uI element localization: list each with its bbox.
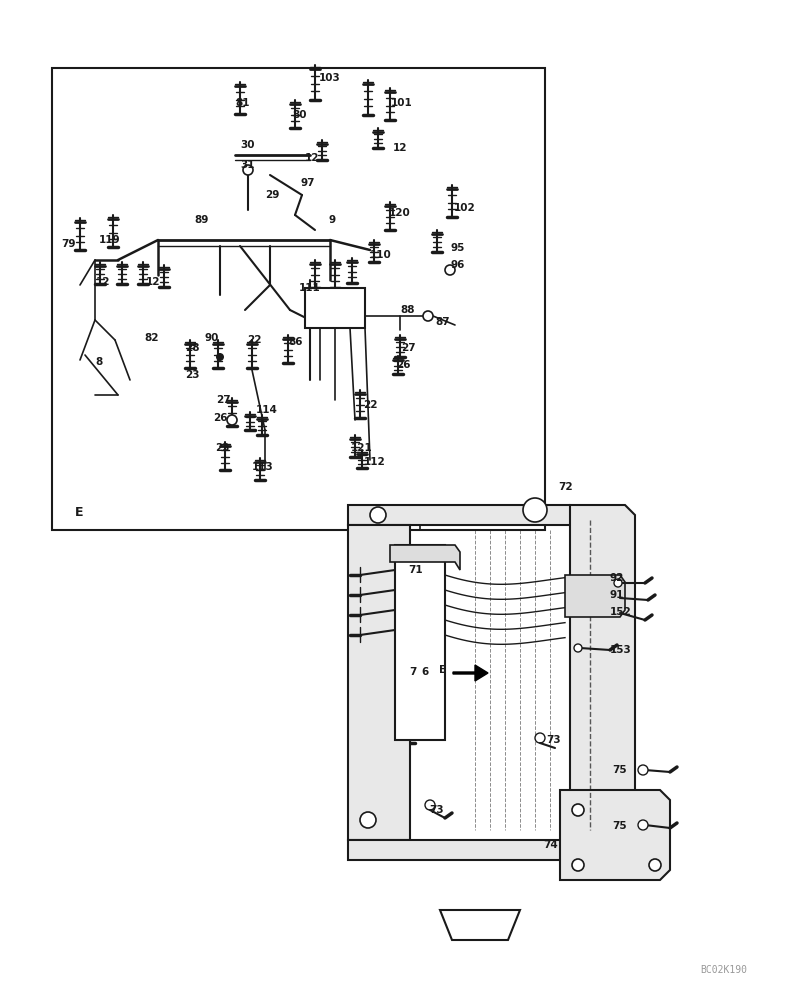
Text: 110: 110	[370, 250, 392, 260]
Circle shape	[424, 800, 435, 810]
Circle shape	[359, 812, 375, 828]
Text: 86: 86	[289, 337, 303, 347]
Text: 27: 27	[400, 343, 414, 353]
Text: 6: 6	[421, 667, 428, 677]
Text: 8: 8	[95, 357, 102, 367]
Text: 26: 26	[212, 413, 227, 423]
Text: 87: 87	[436, 317, 450, 327]
Text: 102: 102	[453, 203, 475, 213]
Text: 23: 23	[185, 370, 199, 380]
Circle shape	[534, 733, 544, 743]
Circle shape	[613, 579, 621, 587]
Text: 79: 79	[62, 239, 76, 249]
Circle shape	[648, 859, 660, 871]
Circle shape	[227, 415, 237, 425]
Text: 89: 89	[195, 215, 209, 225]
Text: 121: 121	[350, 443, 372, 453]
Circle shape	[637, 820, 647, 830]
Text: 12: 12	[96, 277, 110, 287]
Circle shape	[423, 311, 432, 321]
Circle shape	[571, 859, 583, 871]
Text: 95: 95	[450, 243, 465, 253]
Polygon shape	[560, 790, 669, 880]
Circle shape	[522, 498, 547, 522]
Text: 22: 22	[363, 400, 377, 410]
Text: 12: 12	[145, 277, 160, 287]
Text: 92: 92	[609, 573, 624, 583]
Text: 9: 9	[328, 215, 335, 225]
Text: BC02K190: BC02K190	[699, 965, 746, 975]
Text: 103: 103	[319, 73, 341, 83]
Text: 28: 28	[185, 343, 199, 353]
Text: 26: 26	[395, 360, 410, 370]
Text: 73: 73	[429, 805, 444, 815]
Circle shape	[573, 644, 581, 652]
Text: 120: 120	[388, 208, 410, 218]
Polygon shape	[348, 505, 579, 535]
Text: 74: 74	[543, 840, 558, 850]
Bar	[52, 68, 544, 530]
Text: 111: 111	[298, 283, 320, 293]
Text: 114: 114	[255, 405, 277, 415]
Text: 96: 96	[450, 260, 465, 270]
Text: 12: 12	[393, 143, 407, 153]
Circle shape	[571, 804, 583, 816]
Text: 112: 112	[363, 457, 385, 467]
Polygon shape	[389, 545, 460, 570]
Text: 82: 82	[144, 333, 159, 343]
Circle shape	[242, 165, 253, 175]
Text: 88: 88	[401, 305, 414, 315]
Text: 113: 113	[251, 462, 273, 472]
Text: 81: 81	[235, 98, 250, 108]
Text: 72: 72	[558, 482, 573, 492]
Bar	[394, 545, 444, 740]
Circle shape	[216, 353, 224, 361]
Circle shape	[444, 265, 454, 275]
Bar	[305, 288, 365, 328]
Text: 119: 119	[99, 235, 121, 245]
Text: 12: 12	[304, 153, 319, 163]
Text: 90: 90	[204, 333, 219, 343]
Text: E: E	[75, 506, 84, 518]
Text: 97: 97	[300, 178, 315, 188]
Text: 75: 75	[612, 821, 627, 831]
Circle shape	[637, 765, 647, 775]
Polygon shape	[453, 665, 487, 681]
Text: 152: 152	[609, 607, 631, 617]
Text: 73: 73	[546, 735, 560, 745]
Text: 101: 101	[391, 98, 412, 108]
Polygon shape	[440, 910, 519, 940]
Text: 30: 30	[240, 140, 255, 150]
Text: 75: 75	[612, 765, 627, 775]
Text: 91: 91	[609, 590, 624, 600]
Text: 22: 22	[247, 335, 261, 345]
Text: 80: 80	[293, 110, 307, 120]
Polygon shape	[569, 505, 634, 840]
Text: E: E	[439, 665, 446, 675]
Text: 27: 27	[216, 395, 230, 405]
Polygon shape	[348, 525, 410, 840]
Circle shape	[370, 507, 385, 523]
Text: 29: 29	[264, 190, 279, 200]
Text: 23: 23	[214, 443, 229, 453]
Text: 31: 31	[240, 160, 255, 170]
Text: 153: 153	[609, 645, 631, 655]
Polygon shape	[348, 840, 579, 870]
Polygon shape	[564, 575, 624, 617]
Text: 71: 71	[408, 565, 423, 575]
Text: 7: 7	[409, 667, 416, 677]
